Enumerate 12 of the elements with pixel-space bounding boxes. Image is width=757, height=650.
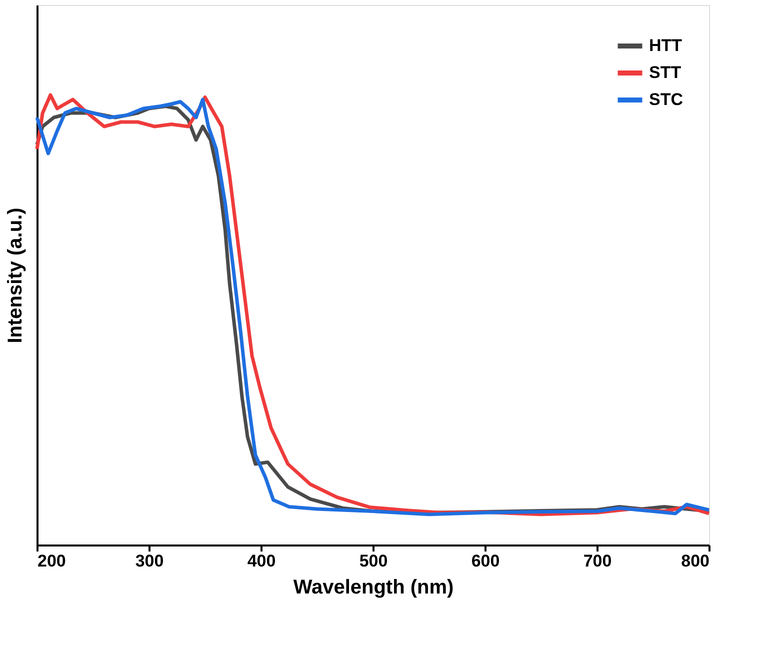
x-tick-label: 300 <box>135 552 164 570</box>
legend-label: STT <box>649 63 682 82</box>
legend-label: HTT <box>649 36 683 55</box>
x-axis-title: Wavelength (nm) <box>293 576 454 598</box>
x-tick-label: 200 <box>38 552 66 570</box>
x-tick-label: 400 <box>247 552 276 570</box>
x-tick-label: 600 <box>471 552 500 570</box>
x-tick-label: 700 <box>583 552 612 570</box>
x-tick-label: 800 <box>681 552 710 570</box>
x-tick-label: 500 <box>359 552 388 570</box>
y-axis-title: Intensity (a.u.) <box>4 208 26 344</box>
legend-label: STC <box>649 90 683 109</box>
